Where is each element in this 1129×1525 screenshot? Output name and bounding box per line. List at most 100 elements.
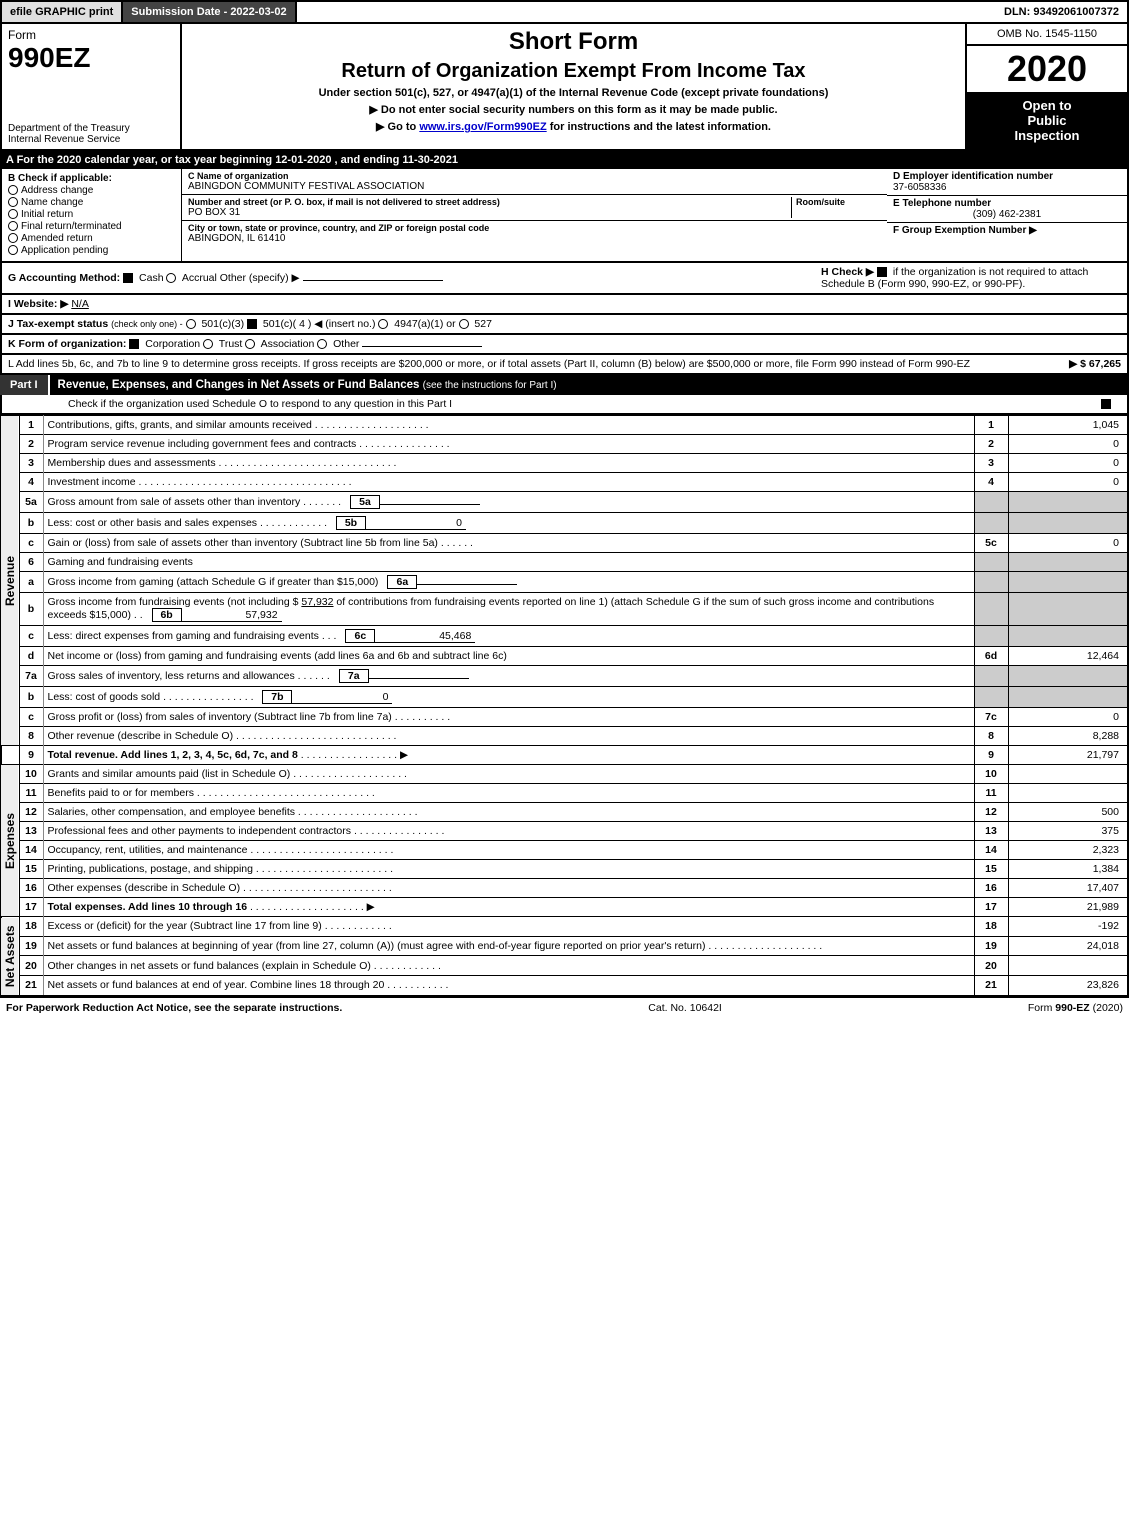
chk-527[interactable]: [459, 319, 469, 329]
footer: For Paperwork Reduction Act Notice, see …: [0, 997, 1129, 1018]
line14-text: Occupancy, rent, utilities, and maintena…: [43, 841, 974, 860]
line7c-text: Gross profit or (loss) from sales of inv…: [43, 708, 974, 727]
chk-trust[interactable]: [203, 339, 213, 349]
line16-amt: 17,407: [1008, 879, 1128, 898]
chk-cash[interactable]: [123, 273, 133, 283]
chk-pending[interactable]: Application pending: [8, 245, 175, 256]
chk-assoc[interactable]: [245, 339, 255, 349]
line2-amt: 0: [1008, 435, 1128, 454]
chk-other-org[interactable]: [317, 339, 327, 349]
col-def: D Employer identification number 37-6058…: [887, 169, 1127, 261]
topbar: efile GRAPHIC print Submission Date - 20…: [0, 0, 1129, 24]
line19-amt: 24,018: [1008, 936, 1128, 956]
opt-other: Other: [333, 338, 359, 350]
opt-trust: Trust: [219, 338, 243, 350]
accrual-label: Accrual: [182, 272, 217, 284]
line12-text: Salaries, other compensation, and employ…: [43, 803, 974, 822]
part1-label: Part I: [0, 375, 50, 395]
submission-date: Submission Date - 2022-03-02: [123, 2, 296, 22]
part1-title: Revenue, Expenses, and Changes in Net As…: [50, 375, 565, 395]
org-name-label: C Name of organization: [188, 171, 881, 181]
line20-text: Other changes in net assets or fund bala…: [43, 956, 974, 976]
line17-amt: 21,989: [1008, 898, 1128, 917]
chk-501c3[interactable]: [186, 319, 196, 329]
form-header: Form 990EZ Department of the Treasury In…: [0, 24, 1129, 151]
chk-initial[interactable]: Initial return: [8, 209, 175, 220]
l-text: L Add lines 5b, 6c, and 7b to line 9 to …: [8, 358, 1001, 370]
chk-4947[interactable]: [378, 319, 388, 329]
line3-text: Membership dues and assessments . . . . …: [43, 454, 974, 473]
line10-amt: [1008, 765, 1128, 784]
chk-501c[interactable]: [247, 319, 257, 329]
line6d-text: Net income or (loss) from gaming and fun…: [43, 647, 974, 666]
footer-mid: Cat. No. 10642I: [648, 1002, 722, 1014]
line6-text: Gaming and fundraising events: [43, 553, 974, 572]
part1-header: Part I Revenue, Expenses, and Changes in…: [0, 375, 1129, 395]
street-label: Number and street (or P. O. box, if mail…: [188, 197, 791, 207]
chk-h[interactable]: [877, 267, 887, 277]
section-bcdef: B Check if applicable: Address change Na…: [0, 169, 1129, 263]
line3-amt: 0: [1008, 454, 1128, 473]
line2-text: Program service revenue including govern…: [43, 435, 974, 454]
opt-501c3: 501(c)(3): [201, 318, 244, 330]
opt-corp: Corporation: [145, 338, 200, 350]
open-line3: Inspection: [971, 128, 1123, 143]
tel-label: E Telephone number: [893, 198, 1121, 209]
line7a-text: Gross sales of inventory, less returns a…: [43, 666, 974, 687]
line13-n: 13: [974, 822, 1008, 841]
irs-link[interactable]: www.irs.gov/Form990EZ: [419, 121, 546, 133]
part1-check-row: Check if the organization used Schedule …: [0, 395, 1129, 415]
line9-text: Total revenue. Add lines 1, 2, 3, 4, 5c,…: [43, 746, 974, 765]
line6a-text: Gross income from gaming (attach Schedul…: [43, 572, 974, 593]
goto-note: ▶ Go to www.irs.gov/Form990EZ for instru…: [188, 120, 959, 133]
line11-amt: [1008, 784, 1128, 803]
line8-amt: 8,288: [1008, 727, 1128, 746]
opt-assoc: Association: [261, 338, 315, 350]
cash-label: Cash: [139, 272, 164, 284]
return-title: Return of Organization Exempt From Incom…: [188, 60, 959, 83]
chk-address[interactable]: Address change: [8, 185, 175, 196]
form-word: Form: [8, 28, 174, 42]
line15-text: Printing, publications, postage, and shi…: [43, 860, 974, 879]
chk-accrual[interactable]: [166, 273, 176, 283]
chk-amended[interactable]: Amended return: [8, 233, 175, 244]
website-value: N/A: [71, 298, 89, 310]
tel-cell: E Telephone number (309) 462-2381: [887, 196, 1127, 223]
k-label: K Form of organization:: [8, 338, 126, 350]
line8-text: Other revenue (describe in Schedule O) .…: [43, 727, 974, 746]
line6d-n: 6d: [974, 647, 1008, 666]
chk-name[interactable]: Name change: [8, 197, 175, 208]
chk-final[interactable]: Final return/terminated: [8, 221, 175, 232]
tel-value: (309) 462-2381: [893, 209, 1121, 220]
line16-n: 16: [974, 879, 1008, 898]
ein-label: D Employer identification number: [893, 171, 1121, 182]
group-exemption: F Group Exemption Number ▶: [887, 223, 1127, 238]
efile-print-button[interactable]: efile GRAPHIC print: [2, 2, 123, 22]
goto-post: for instructions and the latest informat…: [547, 121, 771, 133]
line5c-text: Gain or (loss) from sale of assets other…: [43, 534, 974, 553]
sidelabel-expenses: Expenses: [1, 765, 19, 917]
header-mid: Short Form Return of Organization Exempt…: [182, 24, 967, 149]
line18-n: 18: [974, 917, 1008, 937]
room-label: Room/suite: [796, 197, 881, 207]
goto-pre: ▶ Go to: [376, 121, 419, 133]
open-line1: Open to: [971, 98, 1123, 113]
chk-corp[interactable]: [129, 339, 139, 349]
line1-n: 1: [974, 416, 1008, 435]
ein-cell: D Employer identification number 37-6058…: [887, 169, 1127, 196]
line19-n: 19: [974, 936, 1008, 956]
line12-amt: 500: [1008, 803, 1128, 822]
line16-text: Other expenses (describe in Schedule O) …: [43, 879, 974, 898]
line20-amt: [1008, 956, 1128, 976]
line9-amt: 21,797: [1008, 746, 1128, 765]
city-value: ABINGDON, IL 61410: [188, 233, 881, 244]
line14-n: 14: [974, 841, 1008, 860]
form-number: 990EZ: [8, 42, 174, 74]
col-c: C Name of organization ABINGDON COMMUNIT…: [182, 169, 887, 261]
org-name-cell: C Name of organization ABINGDON COMMUNIT…: [182, 169, 887, 195]
short-form-title: Short Form: [188, 28, 959, 56]
line18-amt: -192: [1008, 917, 1128, 937]
street-value: PO BOX 31: [188, 207, 791, 218]
other-specify: Other (specify) ▶: [220, 272, 300, 284]
chk-schedule-o[interactable]: [1101, 399, 1111, 409]
